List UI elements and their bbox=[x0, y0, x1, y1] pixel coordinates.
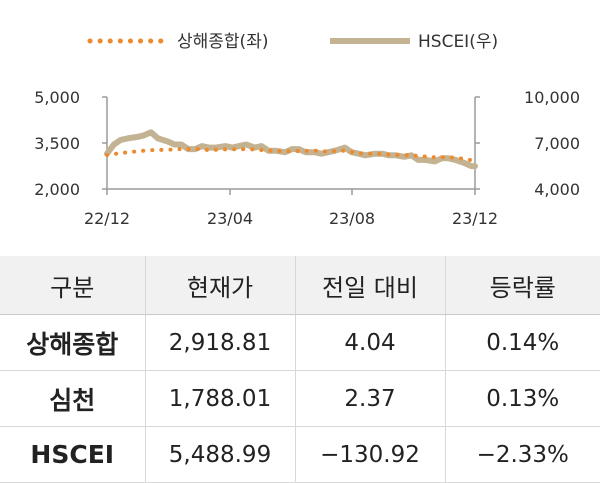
line-chart: 상해종합(좌) HSCEI(우) 5,000 3,500 2,000 10,00… bbox=[34, 32, 580, 228]
y-right-tick-label: 10,000 bbox=[524, 88, 580, 107]
row-name: HSCEI bbox=[0, 426, 145, 483]
column-header-rate: 등락률 bbox=[444, 256, 600, 315]
y-left-tick-label: 5,000 bbox=[34, 88, 80, 107]
y-right-tick-marks bbox=[475, 96, 480, 190]
y-right-tick-label: 4,000 bbox=[534, 180, 580, 199]
market-summary-table: 구분 현재가 전일 대비 등락률 상해종합 2,918.81 4.04 0.14… bbox=[0, 256, 600, 483]
legend-label-hscei: HSCEI(우) bbox=[418, 32, 498, 52]
row-change: 4.04 bbox=[294, 314, 445, 371]
table-row: 심천 1,788.01 2.37 0.13% bbox=[0, 370, 600, 427]
row-price: 5,488.99 bbox=[144, 426, 295, 483]
row-price: 1,788.01 bbox=[144, 370, 295, 427]
y-left-tick-label: 3,500 bbox=[34, 134, 80, 153]
legend: 상해종합(좌) HSCEI(우) bbox=[87, 32, 498, 52]
table-row: HSCEI 5,488.99 −130.92 −2.33% bbox=[0, 426, 600, 483]
series-line-hscei bbox=[104, 129, 478, 170]
row-change: 2.37 bbox=[294, 370, 445, 427]
column-header-category: 구분 bbox=[0, 256, 145, 315]
row-name: 심천 bbox=[0, 370, 145, 427]
column-header-change: 전일 대비 bbox=[294, 256, 445, 315]
x-tick-label: 23/08 bbox=[329, 209, 375, 228]
y-left-tick-marks bbox=[102, 96, 107, 190]
row-rate: 0.13% bbox=[444, 370, 600, 427]
row-price: 2,918.81 bbox=[144, 314, 295, 371]
x-tick-marks bbox=[106, 189, 476, 195]
legend-label-shanghai: 상해종합(좌) bbox=[177, 32, 268, 52]
column-header-price: 현재가 bbox=[144, 256, 295, 315]
table-header-row: 구분 현재가 전일 대비 등락률 bbox=[0, 256, 600, 315]
x-tick-label: 23/12 bbox=[452, 209, 498, 228]
y-right-tick-labels: 10,000 7,000 4,000 bbox=[524, 88, 580, 199]
table-row: 상해종합 2,918.81 4.04 0.14% bbox=[0, 314, 600, 371]
row-name: 상해종합 bbox=[0, 314, 145, 371]
series-line-shanghai bbox=[105, 146, 477, 163]
x-tick-label: 22/12 bbox=[84, 209, 130, 228]
row-rate: 0.14% bbox=[444, 314, 600, 371]
row-change: −130.92 bbox=[294, 426, 445, 483]
y-right-tick-label: 7,000 bbox=[534, 134, 580, 153]
y-left-tick-labels: 5,000 3,500 2,000 bbox=[34, 88, 80, 199]
y-left-tick-label: 2,000 bbox=[34, 180, 80, 199]
row-rate: −2.33% bbox=[444, 426, 600, 483]
x-tick-label: 23/04 bbox=[207, 209, 253, 228]
x-tick-labels: 22/12 23/04 23/08 23/12 bbox=[84, 209, 498, 228]
